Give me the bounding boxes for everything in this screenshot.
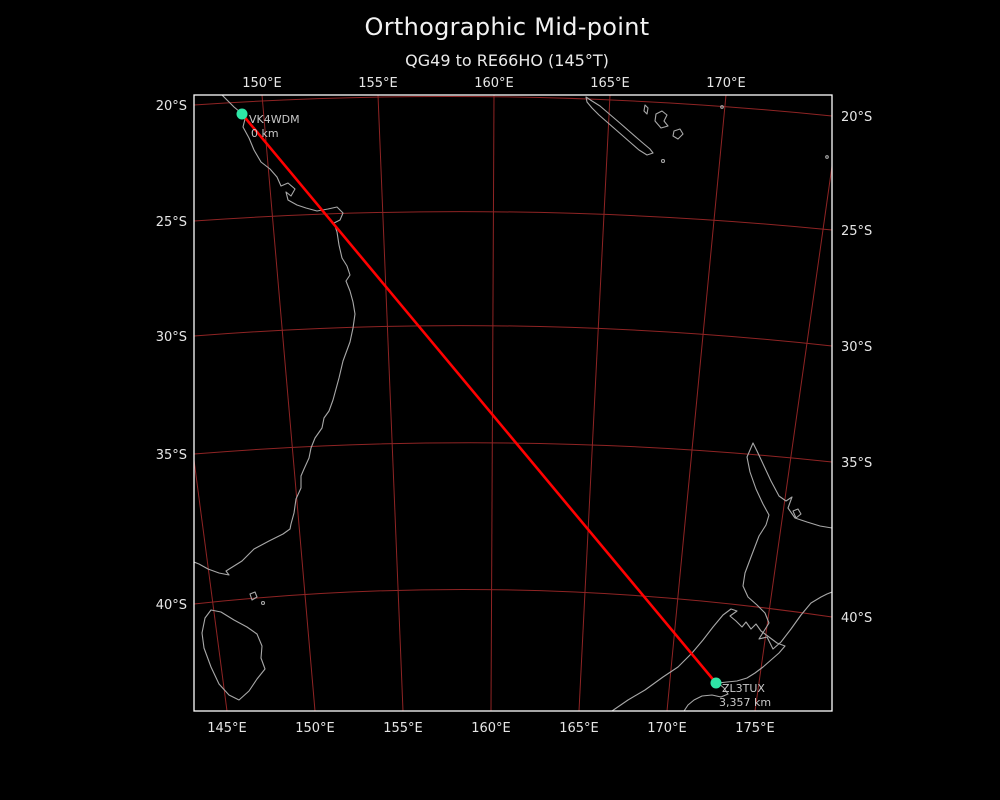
right-tick-30s: 30°S xyxy=(841,340,872,355)
station-markers xyxy=(236,108,722,689)
latitude-30s-gridline xyxy=(194,325,832,347)
right-axis-labels: 20°S 25°S 30°S 35°S 40°S xyxy=(841,110,872,626)
coastline-loyalty-islet-1 xyxy=(643,104,649,115)
map-frame xyxy=(193,94,833,712)
latitude-40s-gridline xyxy=(194,588,832,618)
meridian-160e-gridline xyxy=(490,95,495,711)
left-tick-20s: 20°S xyxy=(156,99,187,114)
coastline-nz-north-island xyxy=(742,442,832,650)
meridian-145e-gridline xyxy=(194,459,228,711)
bottom-tick-165e: 165°E xyxy=(559,721,599,736)
right-tick-35s: 35°S xyxy=(841,456,872,471)
left-tick-40s: 40°S xyxy=(156,598,187,613)
top-tick-170e: 170°E xyxy=(706,76,746,91)
latitude-25s-gridline xyxy=(194,211,832,231)
bottom-tick-160e: 160°E xyxy=(471,721,511,736)
meridian-175e-gridline xyxy=(754,165,832,711)
destination-distance-label: 3,357 km xyxy=(719,696,771,709)
left-tick-35s: 35°S xyxy=(156,448,187,463)
bottom-tick-155e: 155°E xyxy=(383,721,423,736)
right-tick-25s: 25°S xyxy=(841,224,872,239)
latitude-20s-gridline xyxy=(194,95,832,117)
destination-station-marker xyxy=(710,677,722,689)
coastline-small-islet-1 xyxy=(660,158,666,164)
coastline-australia-east xyxy=(194,95,356,576)
left-axis-labels: 20°S 25°S 30°S 35°S 40°S xyxy=(156,99,187,613)
station-labels: VK4WDM 0 km ZL3TUX 3,357 km xyxy=(249,113,771,709)
coastline-flinders-island xyxy=(249,591,258,601)
meridian-165e-gridline xyxy=(578,95,611,711)
top-tick-160e: 160°E xyxy=(474,76,514,91)
coastlines xyxy=(194,95,832,711)
page-title: Orthographic Mid-point xyxy=(364,13,650,41)
coastline-loyalty-islet-3 xyxy=(672,128,684,140)
top-tick-165e: 165°E xyxy=(590,76,630,91)
great-circle-route xyxy=(241,113,717,684)
meridian-155e-gridline xyxy=(377,95,404,711)
left-tick-30s: 30°S xyxy=(156,330,187,345)
left-tick-25s: 25°S xyxy=(156,215,187,230)
coastline-nz-islet xyxy=(792,508,802,519)
right-tick-40s: 40°S xyxy=(841,611,872,626)
map-subtitle: QG49 to RE66HO (145°T) xyxy=(405,51,609,70)
coastline-new-caledonia xyxy=(585,96,654,156)
origin-distance-label: 0 km xyxy=(251,127,279,140)
coastline-loyalty-islet-2 xyxy=(654,110,669,129)
bottom-axis-labels: 145°E 150°E 155°E 160°E 165°E 170°E 175°… xyxy=(207,721,775,736)
destination-callsign-label: ZL3TUX xyxy=(722,682,765,695)
route-layer xyxy=(241,113,717,684)
coastline-nz-south-island xyxy=(611,608,786,711)
right-tick-20s: 20°S xyxy=(841,110,872,125)
top-tick-155e: 155°E xyxy=(358,76,398,91)
origin-station-marker xyxy=(236,108,248,120)
bottom-tick-150e: 150°E xyxy=(295,721,335,736)
top-axis-labels: 150°E 155°E 160°E 165°E 170°E xyxy=(242,76,746,91)
coastline-tasmania xyxy=(201,609,266,701)
meridian-150e-gridline xyxy=(261,95,316,711)
origin-callsign-label: VK4WDM xyxy=(249,113,300,126)
graticule xyxy=(194,95,832,711)
coastline-small-islet-2 xyxy=(720,105,724,109)
top-tick-150e: 150°E xyxy=(242,76,282,91)
bottom-tick-145e: 145°E xyxy=(207,721,247,736)
coastline-bass-islet xyxy=(260,600,266,606)
meridian-170e-gridline xyxy=(666,95,727,711)
latitude-35s-gridline xyxy=(194,442,832,463)
bottom-tick-175e: 175°E xyxy=(735,721,775,736)
bottom-tick-170e: 170°E xyxy=(647,721,687,736)
coastline-small-islet-3 xyxy=(825,155,829,159)
